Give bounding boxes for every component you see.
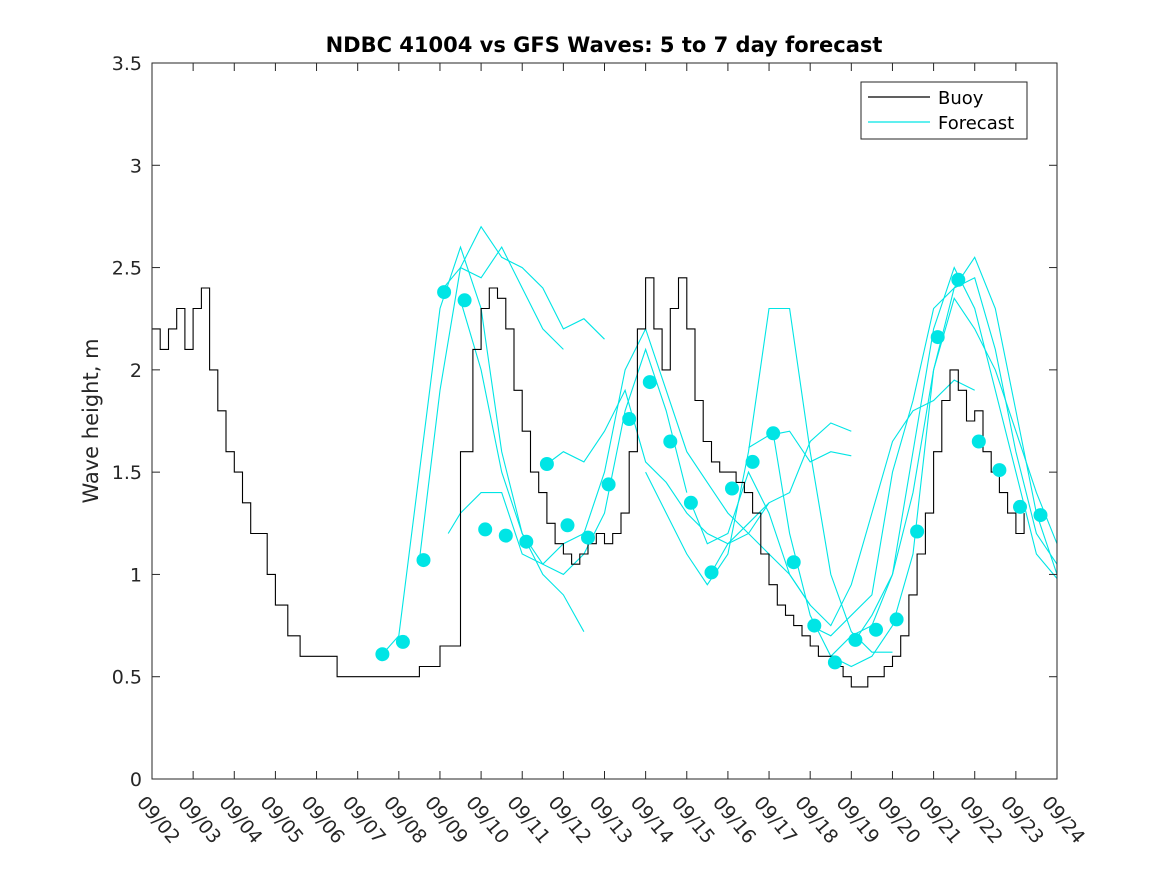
y-tick-label: 2 [130, 360, 142, 382]
buoy-line [152, 277, 1025, 688]
x-tick-label: 09/09 [420, 792, 472, 848]
forecast-marker [848, 632, 863, 647]
legend-buoy-label: Buoy [938, 88, 984, 109]
forecast-line [381, 245, 688, 655]
forecast-marker [766, 426, 781, 441]
x-tick-label: 09/13 [585, 792, 637, 848]
x-tick-label: 09/11 [502, 792, 554, 848]
forecast-marker [457, 293, 472, 308]
x-tick-label: 09/14 [626, 792, 678, 848]
y-tick-label: 3 [130, 155, 142, 177]
x-tick-label: 09/12 [544, 792, 596, 848]
y-axis: 0 0.5 1 1.5 2 2.5 3 3.5 [112, 53, 1057, 791]
forecast-marker [704, 565, 719, 580]
y-tick-label: 1 [130, 564, 142, 586]
plot-area [152, 63, 1057, 779]
forecast-marker [519, 534, 534, 549]
forecast-line [459, 300, 585, 632]
y-tick-label: 0 [130, 769, 142, 791]
x-tick-label: 09/18 [790, 792, 842, 848]
forecast-markers [375, 272, 1048, 670]
forecast-marker [539, 457, 554, 471]
x-tick-label: 09/05 [256, 792, 308, 848]
forecast-marker [745, 454, 760, 469]
forecast-marker [622, 412, 637, 426]
x-tick-label: 09/17 [749, 792, 801, 848]
forecast-marker [375, 647, 390, 662]
forecast-marker [581, 530, 595, 545]
x-tick-label: 09/02 [132, 792, 184, 848]
x-tick-label: 09/19 [831, 792, 883, 848]
forecast-marker [930, 330, 945, 345]
forecast-marker [786, 555, 801, 570]
y-tick-label: 2.5 [112, 258, 142, 280]
x-tick-label: 09/04 [214, 792, 266, 848]
forecast-marker [395, 634, 410, 649]
forecast-marker [725, 481, 739, 496]
forecast-line [690, 379, 975, 627]
forecast-marker [642, 375, 657, 390]
forecast-line [645, 307, 893, 653]
forecast-marker [910, 524, 925, 539]
x-tick-label: 09/06 [297, 792, 349, 848]
forecast-line [546, 388, 770, 545]
forecast-line [711, 422, 852, 573]
x-tick-label: 09/15 [667, 792, 719, 848]
legend: Buoy Forecast [860, 81, 1028, 140]
x-tick-label: 09/16 [708, 792, 760, 848]
forecast-marker [1033, 508, 1048, 523]
x-tick-label: 09/23 [996, 792, 1048, 848]
forecast-marker [971, 434, 986, 449]
x-tick-label: 09/07 [338, 792, 390, 848]
forecast-marker [416, 553, 431, 568]
forecast-line [439, 225, 605, 340]
forecast-marker [683, 495, 698, 510]
forecast-series [381, 225, 1058, 668]
forecast-line [854, 297, 1058, 641]
forecast-marker [807, 618, 822, 633]
x-tick-label: 09/20 [873, 792, 925, 848]
x-tick-label: 09/10 [461, 792, 513, 848]
forecast-marker [601, 477, 616, 492]
forecast-marker [498, 528, 513, 543]
x-tick-label: 09/22 [955, 792, 1007, 848]
forecast-marker [1013, 499, 1027, 514]
forecast-line [830, 266, 1058, 657]
x-tick-label: 09/24 [1037, 792, 1089, 848]
forecast-marker [951, 272, 966, 287]
buoy-series [152, 277, 1025, 688]
forecast-marker [663, 434, 678, 449]
x-tick-label: 09/08 [379, 792, 431, 848]
forecast-line [418, 246, 564, 561]
y-tick-label: 1.5 [112, 462, 142, 484]
y-tick-label: 0.5 [112, 667, 142, 689]
forecast-line [748, 430, 852, 463]
forecast-marker [478, 522, 493, 537]
legend-forecast-label: Forecast [938, 113, 1014, 134]
chart-title: NDBC 41004 vs GFS Waves: 5 to 7 day fore… [326, 33, 883, 57]
forecast-line [809, 277, 1058, 637]
legend-box [860, 81, 1028, 140]
y-tick-label: 3.5 [112, 53, 142, 75]
forecast-marker [869, 622, 883, 637]
forecast-marker [437, 285, 452, 300]
forecast-marker [889, 612, 904, 627]
y-axis-label: Wave height, m [79, 338, 103, 503]
forecast-marker [560, 518, 575, 533]
x-tick-label: 09/21 [914, 792, 966, 848]
x-tick-label: 09/03 [173, 792, 225, 848]
forecast-marker [992, 463, 1007, 478]
forecast-marker [827, 655, 842, 670]
